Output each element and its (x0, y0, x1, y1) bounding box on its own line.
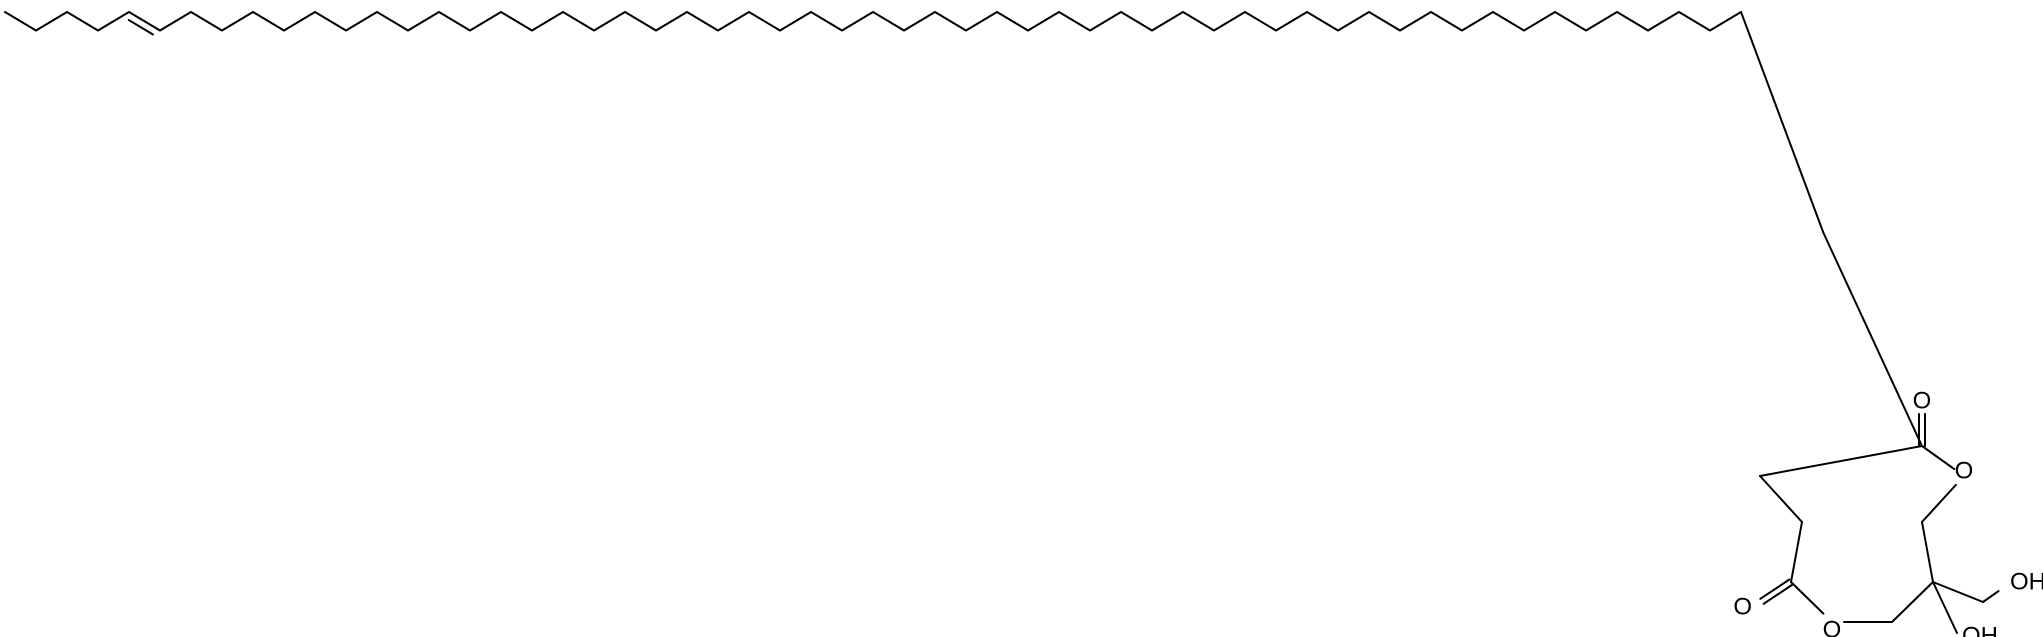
svg-text:O: O (1955, 457, 1974, 484)
chemical-structure-diagram: O O O O OH OH (0, 0, 2043, 637)
svg-text:O: O (1823, 616, 1842, 637)
svg-text:O: O (1913, 387, 1932, 414)
svg-text:O: O (1733, 593, 1752, 620)
svg-text:OH: OH (1962, 622, 1998, 637)
svg-text:OH: OH (2010, 568, 2043, 595)
